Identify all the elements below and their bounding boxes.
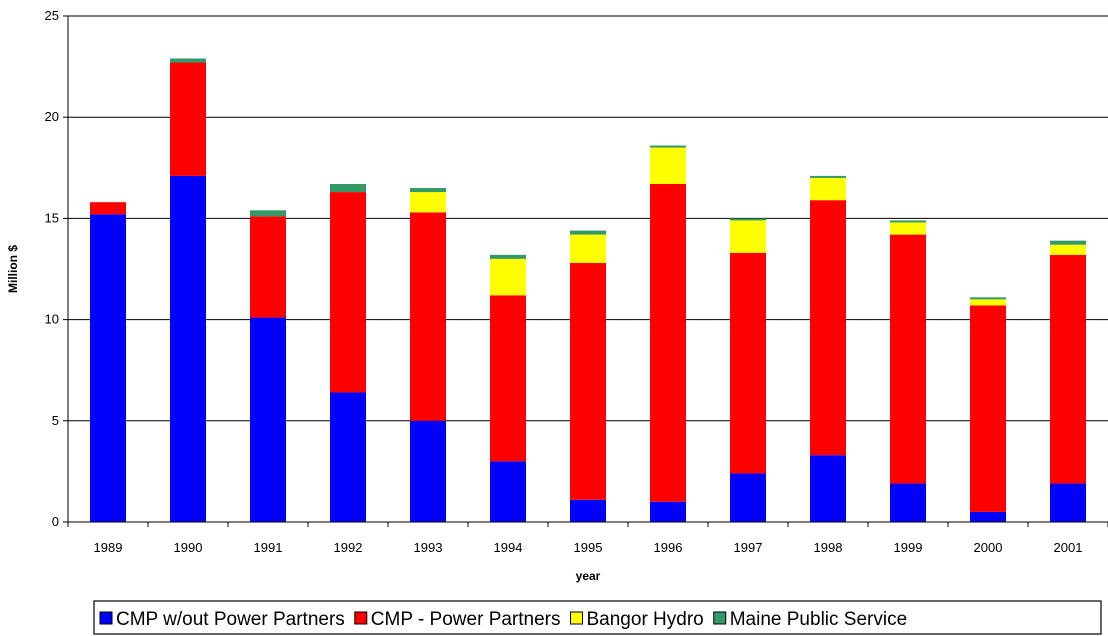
x-tick-label: 1998 <box>814 540 843 555</box>
bar-cmp-power-partners-1998 <box>810 200 846 456</box>
legend-swatch <box>713 611 727 625</box>
bar-cmp-power-partners-1992 <box>330 192 366 393</box>
bar-maine-public-service-1999 <box>890 220 926 223</box>
bar-bangor-hydro-1994 <box>490 258 526 296</box>
bar-cmp-w-out-power-partners-1995 <box>570 499 606 522</box>
x-tick-label: 1996 <box>654 540 683 555</box>
legend-item-bangor-hydro: Bangor Hydro <box>570 609 704 630</box>
bar-cmp-w-out-power-partners-1997 <box>730 473 766 522</box>
bar-cmp-power-partners-1999 <box>890 234 926 484</box>
bar-maine-public-service-1993 <box>410 188 446 193</box>
bar-cmp-w-out-power-partners-1990 <box>170 175 206 522</box>
bar-cmp-power-partners-1989 <box>90 202 126 215</box>
x-tick-label: 1995 <box>574 540 603 555</box>
legend-label: CMP w/out Power Partners <box>116 609 345 630</box>
y-tick-label: 20 <box>45 109 59 124</box>
bar-cmp-power-partners-1994 <box>490 295 526 462</box>
y-tick-label: 10 <box>45 312 59 327</box>
legend-label: Maine Public Service <box>730 609 907 630</box>
bar-cmp-w-out-power-partners-1992 <box>330 392 366 522</box>
bar-cmp-w-out-power-partners-1994 <box>490 461 526 522</box>
legend: CMP w/out Power Partners CMP - Power Part… <box>93 600 1102 635</box>
bar-cmp-power-partners-1995 <box>570 262 606 500</box>
legend-swatch <box>354 611 368 625</box>
y-tick-label: 5 <box>52 413 59 428</box>
legend-swatch <box>570 611 583 625</box>
bar-maine-public-service-1995 <box>570 230 606 235</box>
y-tick-label: 25 <box>45 8 59 23</box>
x-tick-label: 1992 <box>334 540 363 555</box>
bar-cmp-power-partners-1991 <box>250 216 286 318</box>
x-tick-label: 1993 <box>414 540 443 555</box>
bar-cmp-w-out-power-partners-1991 <box>250 317 286 522</box>
legend-label: CMP - Power Partners <box>371 609 561 630</box>
bar-maine-public-service-1998 <box>810 175 846 178</box>
bars <box>90 58 1086 523</box>
y-tick-label: 15 <box>45 210 59 225</box>
bar-cmp-w-out-power-partners-2001 <box>1050 483 1086 522</box>
gridlines <box>68 15 1108 422</box>
bar-cmp-power-partners-2000 <box>970 305 1006 512</box>
bar-cmp-power-partners-1996 <box>650 183 686 502</box>
x-tick-label: 1990 <box>174 540 203 555</box>
x-tick-label: 2000 <box>974 540 1003 555</box>
bar-cmp-power-partners-1990 <box>170 62 206 176</box>
legend-item-cmp-power-partners: CMP - Power Partners <box>354 609 561 630</box>
bar-cmp-w-out-power-partners-1999 <box>890 483 926 522</box>
bar-maine-public-service-2001 <box>1050 240 1086 245</box>
bar-cmp-w-out-power-partners-1998 <box>810 455 846 522</box>
x-tick-labels: 1989 1990 1991 1992 1993 1994 1995 1996 1997 1998… <box>94 540 1083 555</box>
bar-maine-public-service-1994 <box>490 254 526 259</box>
bar-cmp-w-out-power-partners-1993 <box>410 420 446 522</box>
bar-bangor-hydro-1997 <box>730 220 766 253</box>
x-tick-label: 1989 <box>94 540 123 555</box>
x-tick-label: 1997 <box>734 540 763 555</box>
x-tick-label: 1999 <box>894 540 923 555</box>
bar-maine-public-service-1992 <box>330 183 366 193</box>
bar-cmp-w-out-power-partners-1989 <box>90 214 126 523</box>
bar-bangor-hydro-1998 <box>810 177 846 201</box>
legend-item-maine-public-service: Maine Public Service <box>713 609 907 630</box>
y-tick-labels: 0 5 10 15 20 25 <box>45 8 59 529</box>
bar-cmp-w-out-power-partners-1996 <box>650 501 686 522</box>
bar-cmp-power-partners-1997 <box>730 252 766 474</box>
bar-maine-public-service-1996 <box>650 145 686 148</box>
legend-swatch <box>99 611 113 625</box>
bar-maine-public-service-1991 <box>250 210 286 217</box>
bar-bangor-hydro-1995 <box>570 234 606 263</box>
legend-item-cmp-w-out-power-partners: CMP w/out Power Partners <box>99 609 345 630</box>
bar-bangor-hydro-1993 <box>410 192 446 213</box>
bar-bangor-hydro-1996 <box>650 147 686 184</box>
x-axis-label: year <box>576 569 601 583</box>
bar-cmp-power-partners-2001 <box>1050 254 1086 484</box>
legend-label: Bangor Hydro <box>587 609 704 630</box>
bar-bangor-hydro-1999 <box>890 222 926 235</box>
legend-frame <box>93 600 1102 635</box>
bar-maine-public-service-1997 <box>730 218 766 221</box>
x-tick-label: 1991 <box>254 540 283 555</box>
axes <box>63 15 1108 527</box>
y-axis-label: Million $ <box>6 245 20 293</box>
bar-maine-public-service-1990 <box>170 58 206 63</box>
x-tick-label: 1994 <box>494 540 523 555</box>
x-tick-label: 2001 <box>1054 540 1083 555</box>
y-tick-label: 0 <box>52 514 59 529</box>
bar-cmp-w-out-power-partners-2000 <box>970 511 1006 522</box>
bar-cmp-power-partners-1993 <box>410 212 446 421</box>
bar-bangor-hydro-2001 <box>1050 244 1086 255</box>
bar-bangor-hydro-2000 <box>970 299 1006 306</box>
bar-maine-public-service-2000 <box>970 297 1006 300</box>
